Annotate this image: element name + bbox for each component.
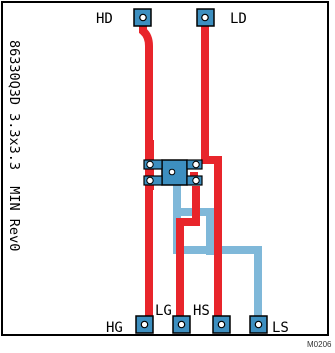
label-lg: LG — [155, 303, 172, 319]
trace-hd-hg — [139, 18, 153, 325]
via-bl — [146, 176, 154, 185]
via-tr — [192, 160, 200, 169]
pad-hs — [212, 315, 231, 334]
center-component — [143, 159, 203, 186]
trace-ld-hs — [201, 18, 222, 325]
component-center-via — [168, 168, 176, 176]
trace-ls-branch — [177, 208, 214, 255]
pad-lg — [172, 315, 191, 334]
label-ls: LS — [272, 320, 289, 336]
doc-code: M0206 — [307, 340, 332, 349]
pad-hg — [135, 315, 154, 334]
pad-hd — [133, 8, 152, 27]
label-ld: LD — [230, 11, 247, 27]
via-br — [192, 176, 200, 185]
label-hs: HS — [193, 303, 210, 319]
pad-ld — [196, 8, 215, 27]
pad-ls — [249, 315, 268, 334]
label-hg: HG — [106, 320, 123, 336]
via-tl — [146, 160, 154, 169]
label-hd: HD — [96, 11, 113, 27]
board-part-label: 86330Q3D 3.3x3.3 MIN Rev0 — [6, 40, 22, 251]
trace-lg — [176, 186, 200, 325]
